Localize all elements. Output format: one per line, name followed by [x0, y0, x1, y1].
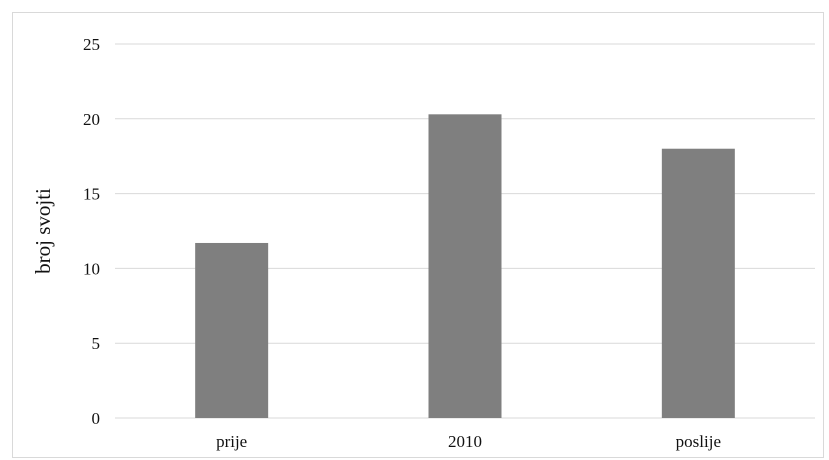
x-tick-label-prije: prije — [216, 432, 247, 451]
y-tick-label: 10 — [83, 259, 100, 278]
x-tick-label-poslije: poslije — [676, 432, 721, 451]
bar-2010 — [428, 114, 502, 418]
y-tick-label: 5 — [92, 334, 101, 353]
y-tick-labels: 0 5 10 15 20 25 — [83, 35, 100, 428]
x-tick-labels: prije 2010 poslije — [216, 432, 721, 451]
y-tick-label: 25 — [83, 35, 100, 54]
x-tick-label-2010: 2010 — [448, 432, 482, 451]
y-tick-label: 15 — [83, 185, 100, 204]
y-tick-label: 0 — [92, 409, 101, 428]
bar-poslije — [661, 148, 735, 418]
y-axis-title: broj svojti — [31, 188, 55, 274]
bar-prije — [195, 242, 269, 418]
bars — [195, 114, 735, 418]
y-tick-label: 20 — [83, 110, 100, 129]
